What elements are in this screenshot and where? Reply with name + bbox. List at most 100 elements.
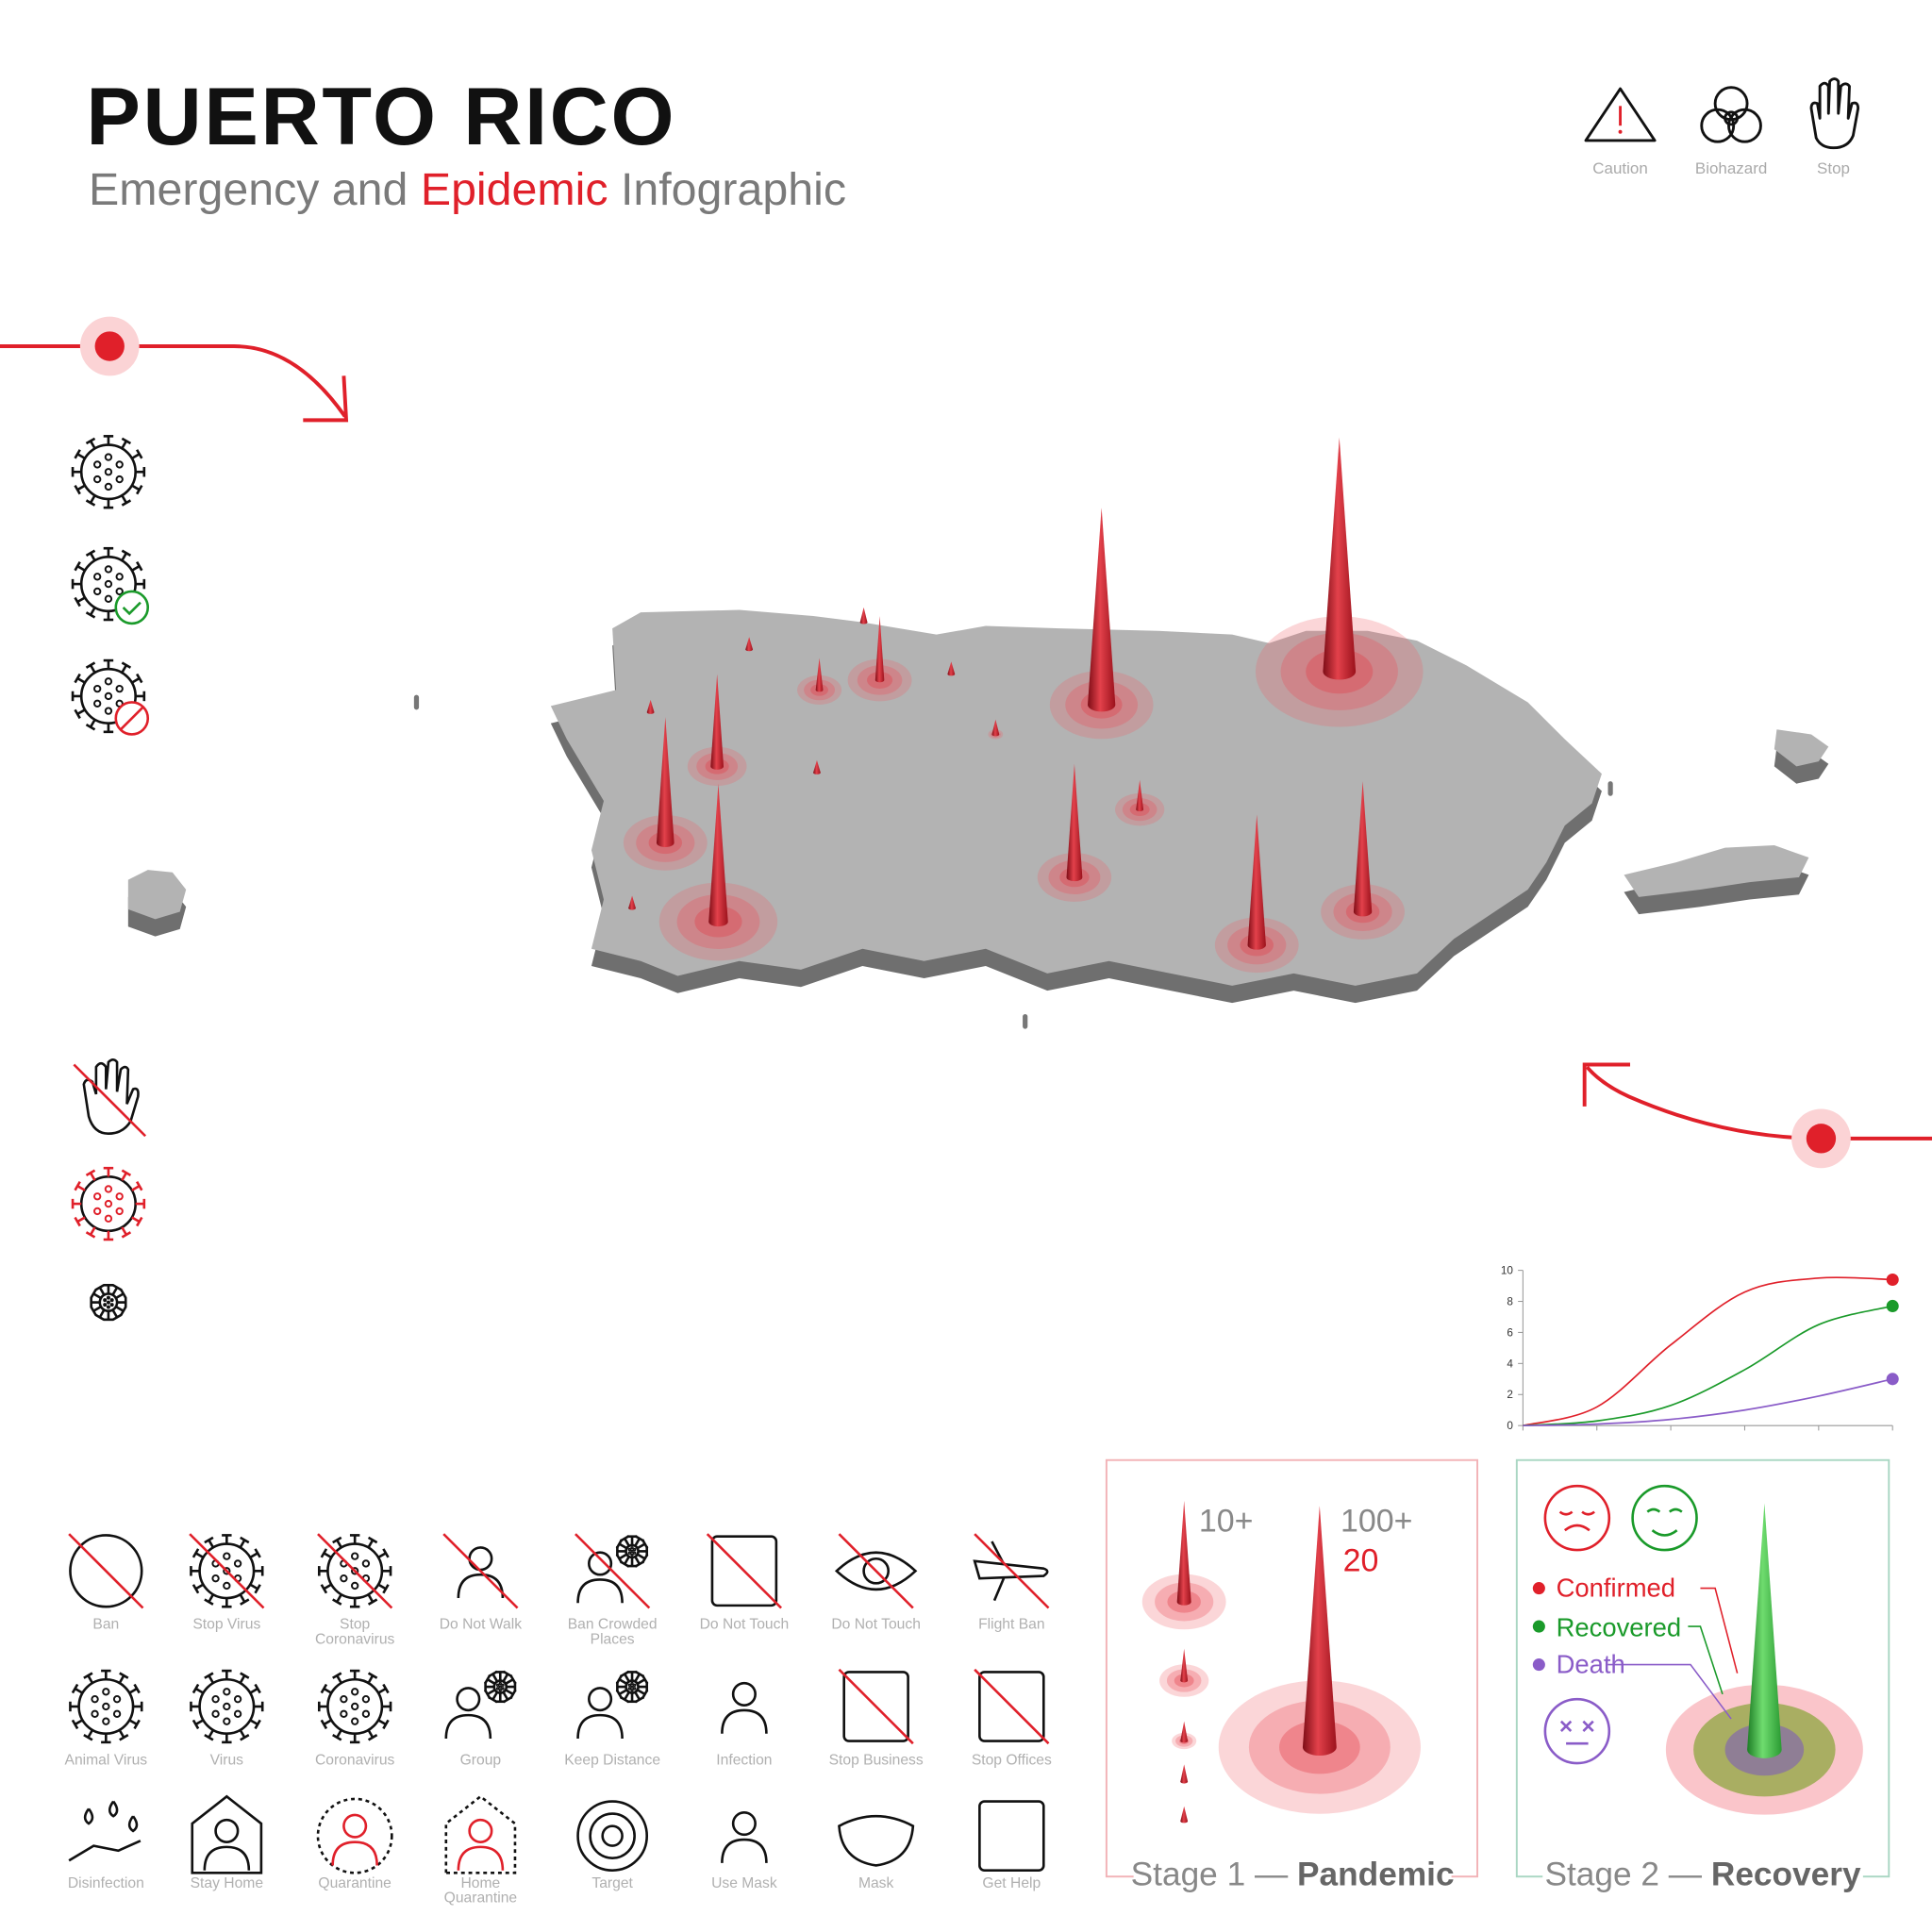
virus-spike [131,1185,141,1191]
hand-icon [82,1058,140,1135]
stage1-caption: Stage 1 — Pandemic [1131,1856,1455,1892]
virus-cap [135,673,143,684]
virus-spike [76,484,86,491]
spike [991,719,1000,737]
virus-spike [336,1674,342,1684]
face-eye [1559,1720,1573,1733]
person-body [203,1845,251,1871]
virus-body [198,1677,256,1736]
person-head [468,1818,493,1843]
virus-cap [240,1536,250,1544]
ban-slash [575,1533,651,1609]
virus-cap [240,1598,250,1606]
virus-cap [320,1548,328,1558]
face-mouth [1563,1524,1591,1532]
virus-spike [89,440,96,450]
face-eye [1558,1510,1574,1516]
virus-cap [85,437,96,445]
virus-spike [637,1542,646,1550]
virus-dot [104,482,113,491]
virus-cap [367,1734,378,1741]
title: PUERTO RICO [86,72,676,162]
virus-spike [194,1719,205,1726]
icon-label: Do Not Touch [831,1617,921,1633]
caption-bold: Recovery [1711,1856,1861,1892]
subtitle-part: Emergency and [89,164,421,215]
virus-dot [112,1694,122,1704]
icon-label: Do Not Touch [700,1617,790,1633]
virus-cap [367,1672,378,1679]
virus-dot [361,1694,371,1704]
virus-cap [85,1169,96,1177]
virus-dot [630,1685,634,1689]
mask [838,1814,915,1867]
virus-dot [223,1688,231,1696]
check-badge [114,590,150,625]
icon-label: Keep Distance [564,1752,660,1768]
virus-dot [104,1214,113,1223]
virus-spike [634,1691,641,1701]
virus-spike [89,494,96,504]
stop-hand-icon [1809,77,1860,150]
ban-slash [838,1668,914,1745]
virus-dot [627,1687,632,1690]
virus-dot [498,1685,502,1689]
virus-dot [115,573,124,581]
icon-label: Do Not Walk [440,1617,522,1633]
y-tick-label: 10 [1501,1265,1514,1277]
virus-cap [204,1672,214,1679]
virus-dot [630,1549,634,1554]
legend-label: Confirmed [1557,1574,1675,1603]
ban-slash [974,1668,1050,1745]
person-body [721,1838,768,1863]
subtitle-part: Infographic [608,164,846,215]
virus-cap [74,673,81,684]
leader-line [1700,1587,1739,1674]
subtitle: Emergency and Epidemic Infographic [89,164,846,215]
icon-label: Quarantine [444,1890,518,1907]
virus-cap [94,1313,105,1322]
person-head [342,1813,368,1839]
caption-bg [1542,1854,1863,1891]
leader-line [1607,1663,1732,1720]
icon-box [978,1800,1045,1872]
icon-label: Mask [858,1875,894,1891]
virus-spike [76,1216,86,1224]
person-body [331,1840,378,1866]
virus-dot [115,684,124,693]
virus-dot [106,1295,110,1300]
icon-label: Stop [1817,159,1850,177]
virus-spike [249,1687,258,1694]
virus-spike [637,1553,646,1560]
end-dot [1886,1299,1899,1312]
ban-slash [442,1533,519,1609]
virus-dot [115,1207,124,1216]
icon-label: Caution [1592,159,1648,177]
spike [708,783,728,927]
virus-dot [115,587,124,596]
virus-dot [633,1551,637,1555]
land [1624,845,1809,897]
virus-dot [104,594,113,603]
virus-dot [93,684,102,693]
person-body [444,1713,492,1739]
virus-spike [121,494,128,504]
virus-spike [89,607,96,616]
virus-dot [91,1709,99,1718]
virus-spike [239,1674,246,1684]
virus-spike [194,1552,205,1559]
virus-spike [505,1678,514,1685]
y-tick-label: 2 [1507,1389,1513,1401]
virus-cap [204,1536,214,1544]
virus-cap [133,1683,141,1694]
virus-dot [361,1709,371,1718]
virus-dot [630,1546,634,1550]
virus-spike [74,1687,84,1694]
virus-dot [115,475,124,484]
virus-dot [498,1681,502,1686]
virus-dot [501,1687,505,1690]
palm [68,1840,142,1862]
end-dot [1886,1273,1899,1287]
pulse-dot [1806,1124,1837,1154]
virus-cap [111,1313,123,1322]
